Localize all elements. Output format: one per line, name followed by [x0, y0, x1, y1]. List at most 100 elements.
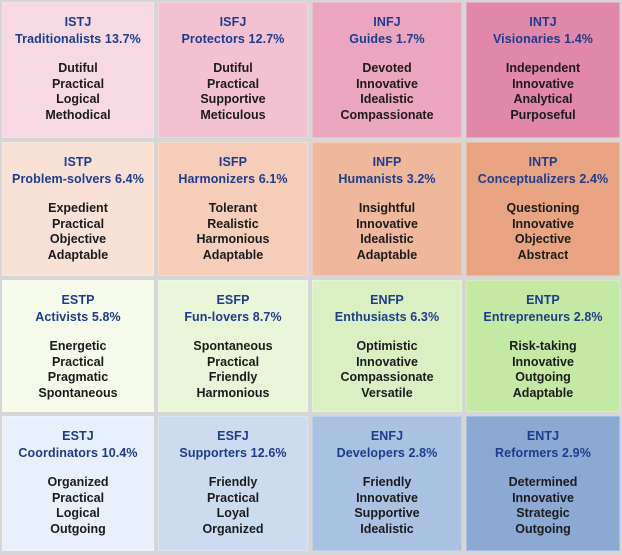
- type-group: Harmonizers 6.1%: [178, 172, 288, 186]
- type-code: ISFJ: [219, 15, 247, 29]
- trait: Practical: [51, 216, 105, 231]
- trait: Insightful: [358, 201, 416, 215]
- trait: Practical: [51, 76, 105, 91]
- trait: Practical: [206, 354, 260, 369]
- trait: Dutiful: [58, 61, 98, 75]
- trait: Meticulous: [200, 107, 266, 122]
- trait: Adaptable: [356, 247, 418, 262]
- trait: Logical: [56, 92, 100, 106]
- type-code: ISTJ: [64, 15, 92, 29]
- trait: Spontaneous: [193, 339, 273, 353]
- trait: Practical: [51, 490, 105, 505]
- trait-list: Friendly Innovative Supportive Idealisti…: [312, 475, 462, 537]
- type-group: Fun-lovers 8.7%: [184, 310, 282, 324]
- trait: Innovative: [512, 490, 574, 505]
- trait-list: Independent Innovative Analytical Purpos…: [466, 61, 620, 123]
- trait: Practical: [206, 76, 260, 91]
- trait: Adaptable: [512, 385, 574, 400]
- type-cell-intj: INTJ Visionaries 1.4% Independent Innova…: [466, 2, 620, 138]
- type-group: Entrepreneurs 2.8%: [483, 310, 603, 324]
- trait-list: Dutiful Practical Supportive Meticulous: [158, 61, 308, 123]
- type-cell-enfp: ENFP Enthusiasts 6.3% Optimistic Innovat…: [312, 280, 462, 412]
- trait: Objective: [49, 232, 107, 246]
- trait: Dutiful: [213, 61, 253, 75]
- trait: Abstract: [517, 247, 569, 262]
- trait: Practical: [51, 354, 105, 369]
- trait-list: Devoted Innovative Idealistic Compassion…: [312, 61, 462, 123]
- trait: Idealistic: [360, 92, 414, 106]
- type-group: Enthusiasts 6.3%: [334, 310, 440, 324]
- type-code: INTJ: [529, 15, 557, 29]
- trait: Idealistic: [360, 521, 414, 536]
- trait: Determined: [508, 475, 578, 489]
- trait: Tolerant: [208, 201, 258, 215]
- trait-list: Organized Practical Logical Outgoing: [2, 475, 154, 537]
- type-code: ISFP: [218, 155, 248, 169]
- type-group: Protectors 12.7%: [181, 32, 285, 46]
- trait: Methodical: [45, 107, 111, 122]
- trait: Optimistic: [356, 339, 418, 353]
- trait: Devoted: [362, 61, 412, 75]
- trait: Spontaneous: [38, 385, 118, 400]
- trait: Risk-taking: [509, 339, 577, 353]
- type-group: Visionaries 1.4%: [492, 32, 594, 46]
- type-cell-isfp: ISFP Harmonizers 6.1% Tolerant Realistic…: [158, 142, 308, 276]
- trait-list: Determined Innovative Strategic Outgoing: [466, 475, 620, 537]
- trait-list: Energetic Practical Pragmatic Spontaneou…: [2, 339, 154, 401]
- trait: Adaptable: [47, 247, 109, 262]
- trait: Practical: [206, 490, 260, 505]
- type-cell-istj: ISTJ Traditionalists 13.7% Dutiful Pract…: [2, 2, 154, 138]
- type-group: Reformers 2.9%: [495, 446, 591, 460]
- type-code: ESTP: [61, 293, 95, 307]
- trait-list: Tolerant Realistic Harmonious Adaptable: [158, 201, 308, 263]
- type-code: ISTP: [63, 155, 93, 169]
- trait: Friendly: [362, 475, 412, 489]
- trait: Harmonious: [196, 385, 270, 400]
- type-code: ENFP: [370, 293, 404, 307]
- type-code: ENTP: [526, 293, 560, 307]
- trait: Friendly: [208, 475, 258, 489]
- type-group: Traditionalists 13.7%: [15, 32, 141, 46]
- trait-list: Insightful Innovative Idealistic Adaptab…: [312, 201, 462, 263]
- type-code: ESTJ: [62, 429, 94, 443]
- trait: Innovative: [512, 354, 574, 369]
- type-code: ENTJ: [526, 429, 560, 443]
- type-cell-enfj: ENFJ Developers 2.8% Friendly Innovative…: [312, 416, 462, 551]
- trait: Analytical: [513, 92, 573, 106]
- trait: Loyal: [216, 506, 250, 520]
- type-group: Activists 5.8%: [35, 310, 121, 324]
- trait-list: Friendly Practical Loyal Organized: [158, 475, 308, 537]
- type-group: Supporters 12.6%: [179, 446, 287, 460]
- type-cell-isfj: ISFJ Protectors 12.7% Dutiful Practical …: [158, 2, 308, 138]
- trait: Purposeful: [510, 107, 576, 122]
- trait-list: Spontaneous Practical Friendly Harmoniou…: [158, 339, 308, 401]
- trait: Supportive: [200, 92, 266, 106]
- trait: Logical: [56, 506, 100, 520]
- type-cell-entj: ENTJ Reformers 2.9% Determined Innovativ…: [466, 416, 620, 551]
- type-code: INFP: [372, 155, 402, 169]
- type-cell-esfj: ESFJ Supporters 12.6% Friendly Practical…: [158, 416, 308, 551]
- trait: Innovative: [356, 354, 418, 369]
- trait: Compassionate: [340, 370, 434, 384]
- trait: Idealistic: [360, 232, 414, 246]
- trait: Outgoing: [515, 521, 571, 536]
- trait: Independent: [505, 61, 581, 75]
- trait: Organized: [47, 475, 109, 489]
- trait: Versatile: [361, 385, 413, 400]
- type-group: Coordinators 10.4%: [18, 446, 138, 460]
- trait: Innovative: [512, 76, 574, 91]
- trait: Innovative: [356, 216, 418, 231]
- trait: Supportive: [354, 506, 420, 520]
- trait-list: Expedient Practical Objective Adaptable: [2, 201, 154, 263]
- trait: Outgoing: [515, 370, 571, 384]
- trait: Expedient: [48, 201, 108, 215]
- type-group: Guides 1.7%: [349, 32, 425, 46]
- trait: Friendly: [208, 370, 258, 384]
- trait: Pragmatic: [47, 370, 109, 384]
- trait-list: Dutiful Practical Logical Methodical: [2, 61, 154, 123]
- type-cell-intp: INTP Conceptualizers 2.4% Questioning In…: [466, 142, 620, 276]
- trait: Questioning: [506, 201, 580, 215]
- type-group: Humanists 3.2%: [338, 172, 436, 186]
- type-cell-estj: ESTJ Coordinators 10.4% Organized Practi…: [2, 416, 154, 551]
